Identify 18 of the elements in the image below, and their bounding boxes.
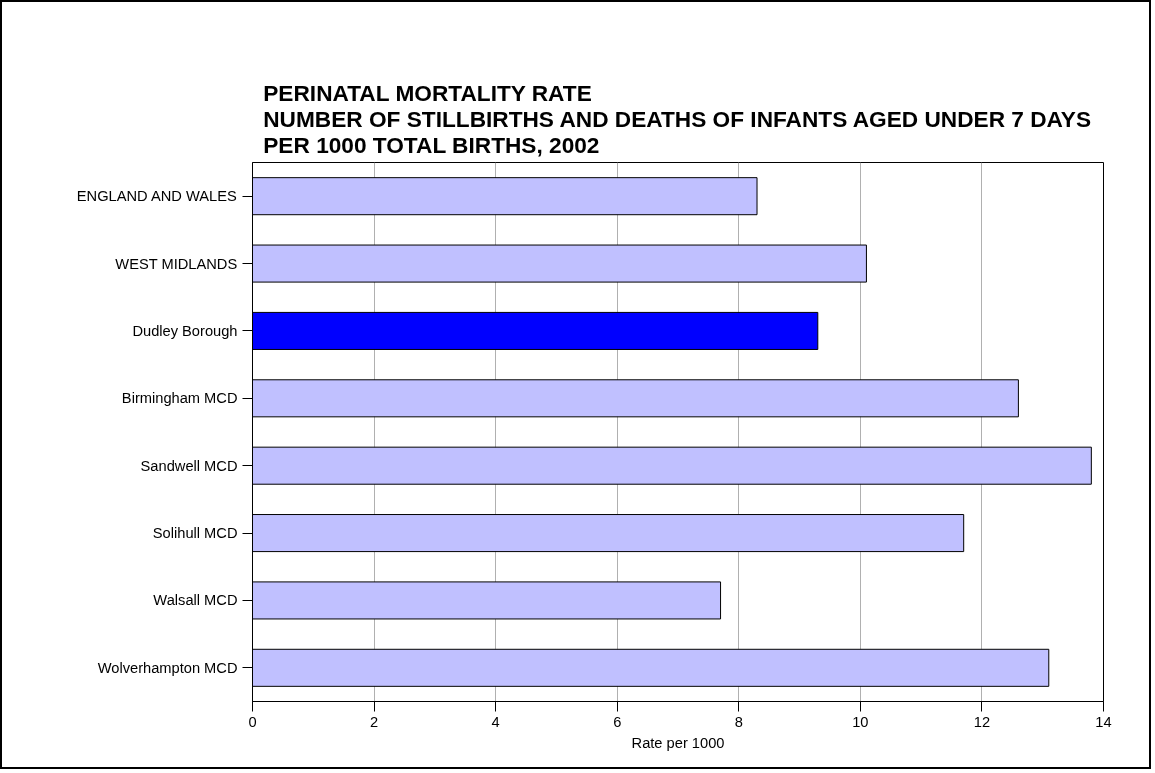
x-tick-label: 4	[491, 713, 500, 730]
x-tick-label: 8	[734, 713, 743, 730]
x-tick-label: 12	[973, 713, 991, 730]
x-tick-label: 10	[852, 713, 869, 730]
y-tick-label: Dudley Borough	[132, 322, 238, 339]
x-tick-label: 0	[248, 713, 257, 730]
y-tick-label: Walsall MCD	[153, 592, 238, 609]
y-tick-label: Wolverhampton MCD	[97, 659, 238, 676]
y-tick-label: ENGLAND AND WALES	[76, 188, 237, 205]
x-tick-label: 14	[1095, 713, 1112, 730]
x-tick-label: 2	[370, 713, 379, 730]
x-axis-title: Rate per 1000	[631, 734, 725, 751]
y-tick-label: Solihull MCD	[152, 525, 238, 542]
y-tick-label: WEST MIDLANDS	[115, 255, 238, 272]
y-tick-label: Birmingham MCD	[121, 390, 238, 407]
x-tick-label: 6	[613, 713, 622, 730]
y-tick-label: Sandwell MCD	[140, 457, 238, 474]
chart-title: PERINATAL MORTALITY RATE NUMBER OF STILLBIRTHS AND DEATHS OF INFANTS AGED UNDER 7 DAYS PER 1000 TOTAL BIRTHS, 2002	[263, 79, 1092, 158]
